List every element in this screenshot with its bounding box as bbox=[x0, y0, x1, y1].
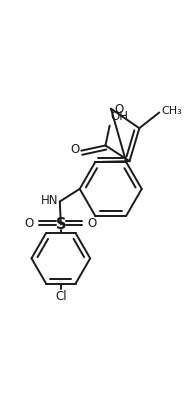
Text: OH: OH bbox=[111, 110, 129, 123]
Text: HN: HN bbox=[41, 194, 58, 207]
Text: Cl: Cl bbox=[55, 290, 67, 303]
Text: S: S bbox=[56, 217, 66, 232]
Text: CH₃: CH₃ bbox=[161, 106, 182, 116]
Text: O: O bbox=[25, 217, 34, 230]
Text: O: O bbox=[70, 143, 79, 156]
Text: O: O bbox=[114, 103, 123, 116]
Text: O: O bbox=[88, 217, 97, 230]
